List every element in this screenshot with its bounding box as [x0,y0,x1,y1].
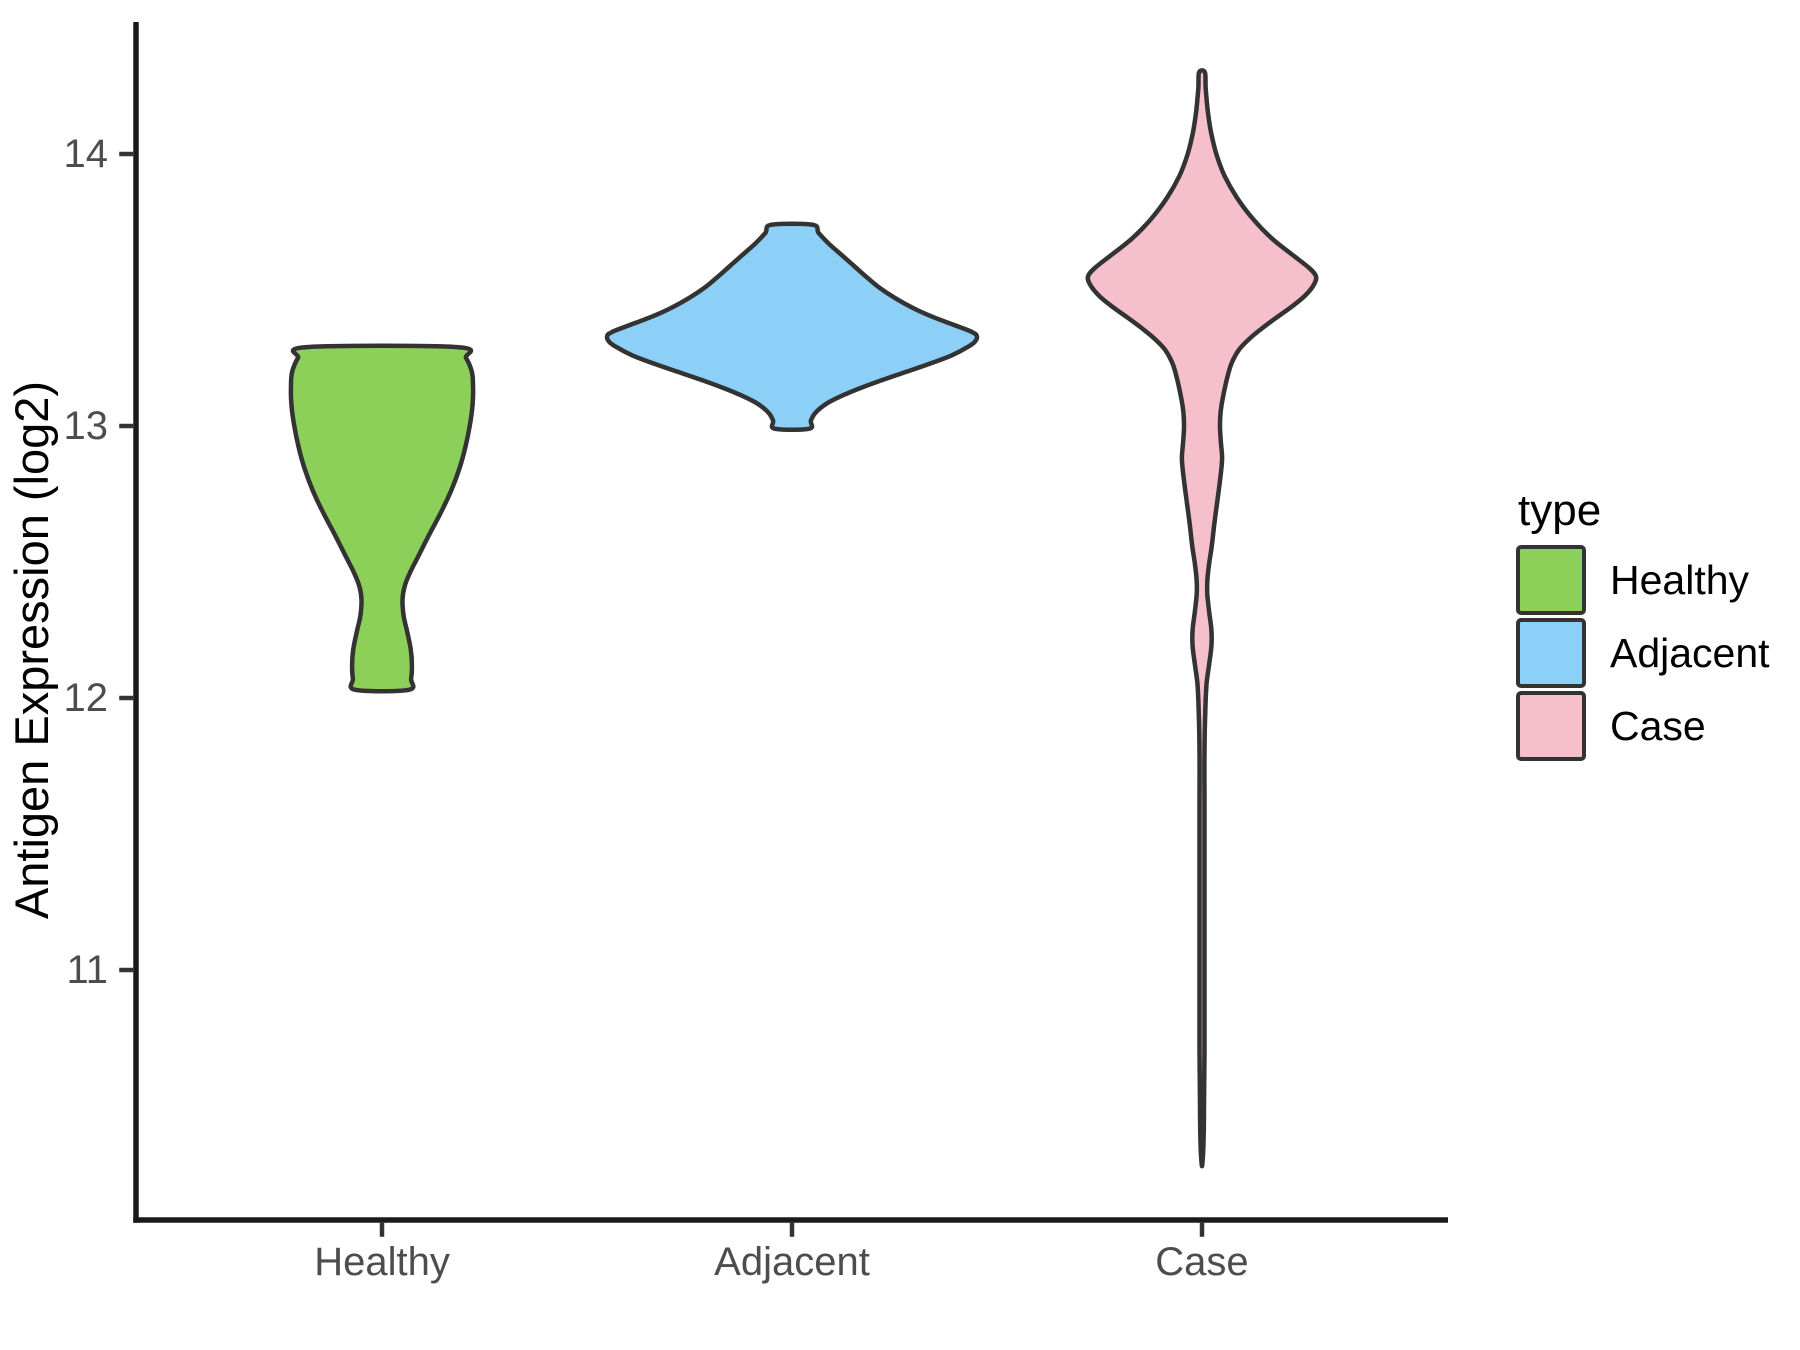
y-axis-title: Antigen Expression (log2) [5,381,58,919]
violin-case [1085,68,1319,1169]
violin-healthy [288,343,476,694]
violins-group [288,68,1319,1169]
axes-group: 14 13 12 11 Healthy Adjacent Case Antigen Exp… [5,22,1448,1284]
legend-swatch [1516,691,1586,761]
legend-swatch [1516,545,1586,615]
x-category-label: Healthy [314,1240,450,1284]
legend-label: Case [1610,703,1706,749]
legend-label: Healthy [1610,557,1750,603]
legend-label: Adjacent [1610,630,1770,676]
y-tick-label: 11 [66,948,108,992]
x-category-label: Adjacent [714,1240,870,1284]
x-category-label: Case [1155,1240,1248,1284]
legend-title: type [1518,486,1601,535]
x-ticks-group: Healthy Adjacent Case [314,1222,1249,1284]
y-tick-label: 14 [64,132,109,176]
legend-key-adjacent: Adjacent [1516,618,1770,688]
violin-adjacent [604,221,980,432]
legend-key-case: Case [1516,691,1706,761]
legend-key-healthy: Healthy [1516,545,1750,615]
legend-swatch [1516,618,1586,688]
y-tick-label: 13 [64,404,109,448]
y-ticks-group: 14 13 12 11 [64,132,134,992]
y-tick-label: 12 [64,676,109,720]
legend: type Healthy Adjacent Case [1516,486,1770,761]
legend-keys-group: Healthy Adjacent Case [1516,545,1770,761]
